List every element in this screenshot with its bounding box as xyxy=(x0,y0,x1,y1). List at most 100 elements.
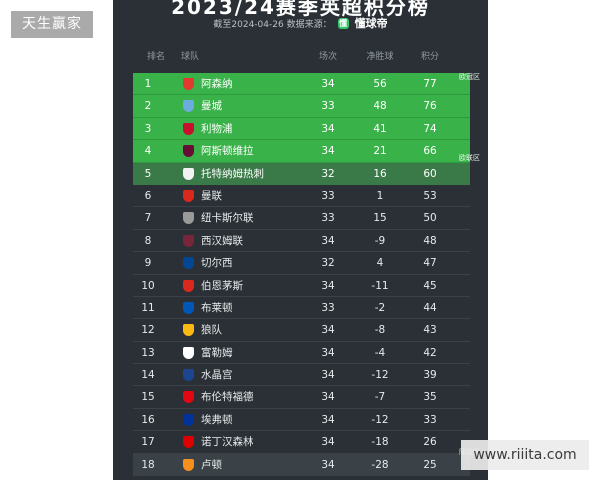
table-row: 17 诺丁汉森林 34 -18 26 xyxy=(133,431,470,454)
row-points: 77 xyxy=(423,78,437,90)
row-team-name: 利物浦 xyxy=(201,122,233,135)
row-rank: 9 xyxy=(144,257,152,270)
watermark-left: 天生赢家 xyxy=(11,11,93,38)
brand-logo-icon: 懂 xyxy=(337,17,349,29)
row-played: 34 xyxy=(321,346,335,359)
table-row: 3 利物浦 34 41 74 xyxy=(133,117,470,141)
row-played: 32 xyxy=(321,167,335,180)
team-crest-icon xyxy=(183,279,194,292)
row-rank: 4 xyxy=(144,145,152,158)
row-goal-diff: 16 xyxy=(373,167,387,180)
row-goal-diff: 48 xyxy=(373,100,387,113)
table-row: 1 阿森纳 34 56 77 欧冠区 xyxy=(133,73,480,96)
team-crest-icon xyxy=(183,458,194,471)
table-row: 8 西汉姆联 34 -9 48 xyxy=(133,230,470,253)
table-header: 排名 球队 场次 净胜球 积分 xyxy=(113,49,488,69)
row-team-name: 布伦特福德 xyxy=(201,391,254,404)
row-team-name: 诺丁汉森林 xyxy=(201,436,254,449)
row-rank: 11 xyxy=(141,301,155,314)
table-row: 4 阿斯顿维拉 34 21 66 xyxy=(133,140,470,163)
zone-tag-champions: 欧冠区 xyxy=(459,73,480,81)
standings-rows: 1 阿森纳 34 56 77 欧冠区 2 曼城 33 48 76 3 利物浦 34 41 74 4 阿斯顿维拉 34… xyxy=(133,73,480,477)
row-played: 34 xyxy=(321,369,335,382)
brand-name: 懂球帝 xyxy=(354,17,388,30)
zone-tag-europa: 欧联区 xyxy=(459,153,480,162)
team-crest-icon xyxy=(183,346,194,359)
row-goal-diff: 15 xyxy=(373,212,387,225)
row-rank: 10 xyxy=(141,279,155,292)
team-crest-icon xyxy=(183,301,194,314)
row-team-name: 曼联 xyxy=(201,189,222,202)
row-played: 33 xyxy=(321,100,335,113)
row-played: 34 xyxy=(321,413,335,426)
team-crest-icon xyxy=(183,145,194,158)
row-team-name: 布莱顿 xyxy=(201,301,233,314)
row-points: 25 xyxy=(423,458,437,471)
row-points: 42 xyxy=(423,346,437,359)
team-crest-icon xyxy=(183,413,194,426)
row-points: 48 xyxy=(423,234,437,247)
row-points: 26 xyxy=(423,436,437,449)
row-goal-diff: -9 xyxy=(374,234,386,247)
row-points: 53 xyxy=(423,189,437,202)
table-row: 16 埃弗顿 34 -12 33 xyxy=(133,409,470,432)
team-crest-icon xyxy=(183,167,194,180)
row-points: 60 xyxy=(423,167,437,180)
row-played: 34 xyxy=(321,279,335,292)
row-team-name: 阿斯顿维拉 xyxy=(201,145,254,158)
header-goal-diff: 净胜球 xyxy=(366,52,394,62)
team-crest-icon xyxy=(183,369,194,382)
row-rank: 7 xyxy=(144,212,152,225)
table-row: 11 布莱顿 33 -2 44 xyxy=(133,297,470,320)
row-team-name: 卢顿 xyxy=(201,458,222,471)
row-played: 34 xyxy=(321,234,335,247)
row-played: 34 xyxy=(321,324,335,337)
source-line: 截至2024-04-26 数据来源： 懂 懂球帝 xyxy=(113,14,488,32)
table-row: 15 布伦特福德 34 -7 35 xyxy=(133,386,470,409)
row-played: 34 xyxy=(321,436,335,449)
row-points: 66 xyxy=(423,145,437,158)
row-goal-diff: 41 xyxy=(373,122,387,135)
row-rank: 12 xyxy=(141,324,155,337)
row-rank: 2 xyxy=(144,100,152,113)
row-rank: 15 xyxy=(141,391,155,404)
row-team-name: 埃弗顿 xyxy=(201,413,233,426)
team-crest-icon xyxy=(183,234,194,247)
table-row: 10 伯恩茅斯 34 -11 45 xyxy=(133,275,470,297)
table-row: 6 曼联 33 1 53 xyxy=(133,185,470,208)
row-rank: 8 xyxy=(144,234,152,247)
row-rank: 16 xyxy=(141,413,155,426)
row-rank: 18 xyxy=(141,458,155,471)
row-goal-diff: -28 xyxy=(371,458,389,471)
table-row: 5 托特纳姆热刺 32 16 60 欧联区 xyxy=(133,154,480,185)
standings-panel: 2023/24赛季英超积分榜 截至2024-04-26 数据来源： 懂 懂球帝 … xyxy=(113,0,488,480)
table-row: 13 富勒姆 34 -4 42 xyxy=(133,342,470,365)
row-goal-diff: 56 xyxy=(373,78,387,90)
row-points: 44 xyxy=(423,301,437,314)
team-crest-icon xyxy=(183,436,194,449)
row-team-name: 狼队 xyxy=(201,324,222,337)
row-rank: 3 xyxy=(144,122,152,135)
row-team-name: 纽卡斯尔联 xyxy=(201,212,254,225)
team-crest-icon xyxy=(183,391,194,404)
row-played: 34 xyxy=(321,78,335,90)
row-goal-diff: -2 xyxy=(374,301,386,314)
table-row: 12 狼队 34 -8 43 xyxy=(133,319,470,342)
row-team-name: 阿森纳 xyxy=(201,78,233,90)
row-points: 43 xyxy=(423,324,437,337)
team-crest-icon xyxy=(183,257,194,270)
team-crest-icon xyxy=(183,100,194,113)
row-played: 33 xyxy=(321,189,335,202)
team-crest-icon xyxy=(183,189,194,202)
row-team-name: 富勒姆 xyxy=(201,346,233,359)
row-goal-diff: -8 xyxy=(374,324,386,337)
row-points: 47 xyxy=(423,257,437,270)
row-played: 34 xyxy=(321,391,335,404)
row-goal-diff: -4 xyxy=(374,346,386,359)
table-row: 2 曼城 33 48 76 xyxy=(133,95,470,118)
table-row: 9 切尔西 32 4 47 xyxy=(133,252,470,275)
row-team-name: 西汉姆联 xyxy=(201,234,243,247)
team-crest-icon xyxy=(183,122,194,135)
header-rank: 排名 xyxy=(146,52,165,62)
row-goal-diff: -11 xyxy=(371,279,389,292)
